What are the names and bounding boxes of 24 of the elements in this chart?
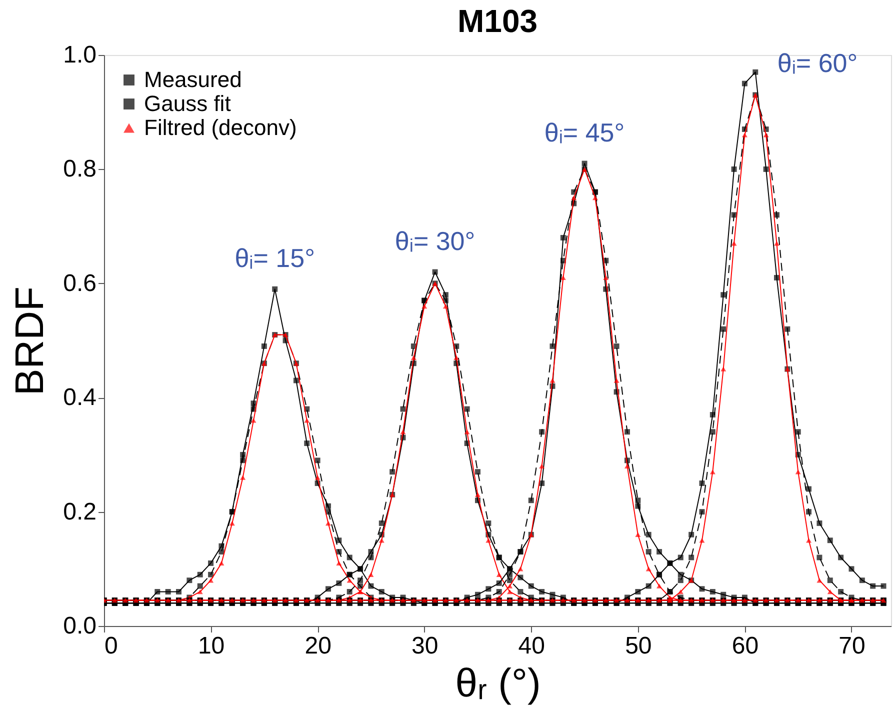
annotation: θᵢ= 45° <box>544 117 625 148</box>
x-tick-label: 0 <box>104 632 118 660</box>
x-tick-label: 10 <box>198 632 225 660</box>
annotation: θᵢ= 30° <box>394 226 476 256</box>
x-tick-label: 60 <box>732 632 759 660</box>
y-tick-label: 0.6 <box>63 270 96 297</box>
y-tick-label: 0.8 <box>63 156 96 183</box>
y-tick-label: 0.4 <box>63 384 96 412</box>
y-axis-title: BRDF <box>8 286 52 396</box>
x-axis-title: θᵣ (°) <box>455 662 541 706</box>
legend-label: Gauss fit <box>144 91 231 116</box>
x-tick-label: 30 <box>412 632 438 660</box>
legend-label: Filtred (deconv) <box>144 115 297 140</box>
x-tick-label: 70 <box>838 632 866 660</box>
x-tick-label: 20 <box>304 632 332 660</box>
y-tick-label: 0.2 <box>63 498 96 526</box>
y-tick-label: 1.0 <box>63 42 96 68</box>
x-tick-label: 40 <box>518 632 545 660</box>
x-tick-label: 50 <box>625 632 652 660</box>
y-tick-label: 0.0 <box>63 612 96 640</box>
legend-label: Measured <box>144 67 242 92</box>
chart-title: M103 <box>457 3 538 39</box>
annotation: θᵢ= 60° <box>777 48 858 78</box>
annotation: θᵢ= 15° <box>234 243 315 274</box>
